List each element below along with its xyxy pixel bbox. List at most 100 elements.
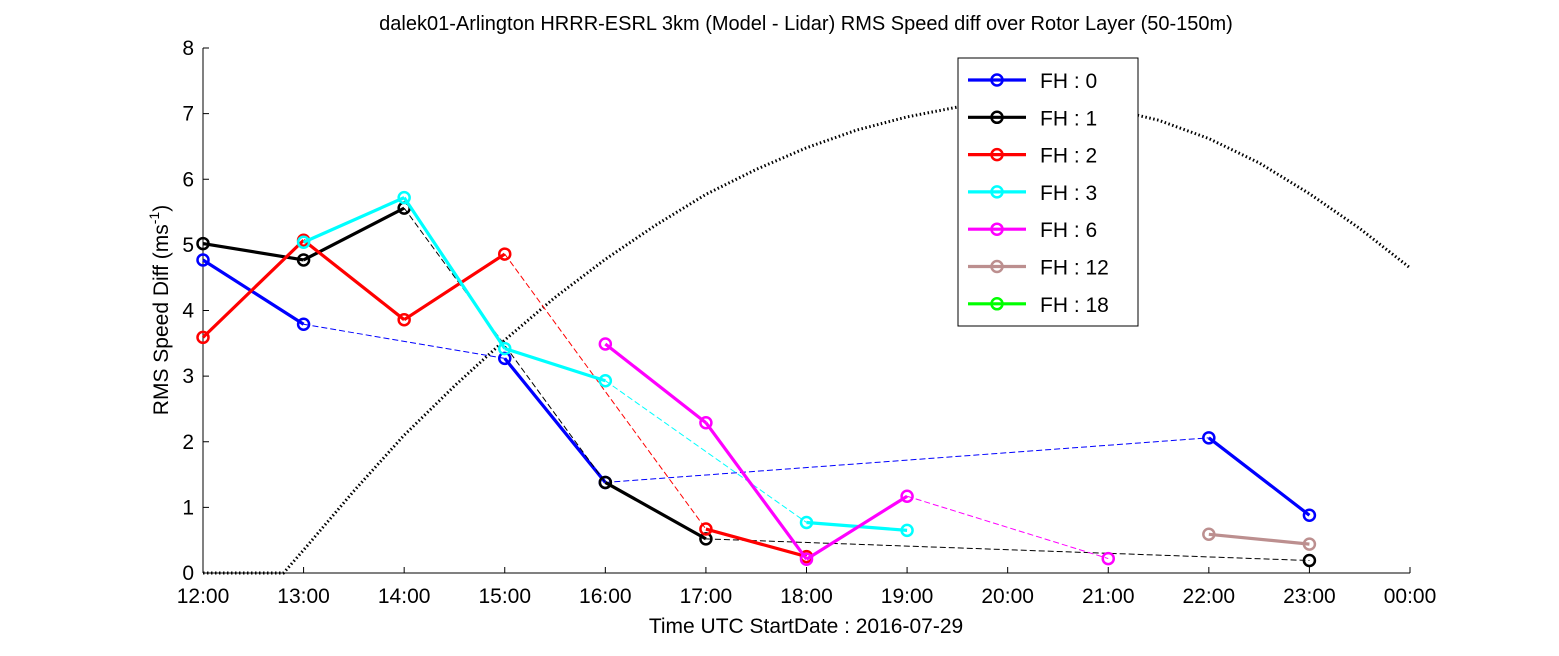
y-ticks: 0 1 2 3 4 5 6 7 8 [182,37,209,585]
series-marker [598,373,613,388]
series-gap-line [605,380,807,523]
x-tick-label: 18:00 [780,585,833,608]
series-line [302,206,405,262]
series-line [705,527,807,559]
series-marker [196,253,210,267]
y-tick-label: 8 [182,37,194,60]
series-marker [196,236,210,251]
series-marker [1302,537,1317,551]
legend-swatch-marker [990,259,1004,274]
series-line [201,239,305,339]
legend: FH : 0 FH : 1 FH : 2 FH : 3 FH : 6 FH : 12 FH … [957,57,1139,327]
legend-item: FH : 12 [968,257,1109,280]
legend-label: FH : 2 [1040,145,1097,168]
series-gap-line [303,323,505,359]
series-marker [1101,551,1115,566]
series-marker [799,515,814,530]
plot-area [203,48,1410,573]
legend-swatch-marker [990,185,1004,199]
legend-label: FH : 3 [1040,182,1097,205]
legend-swatch-marker [990,73,1004,87]
series-marker [196,330,210,345]
series-line [302,239,406,321]
y-axis-label-close: ) [150,205,173,212]
series-gap-line [504,253,707,530]
y-tick-label: 0 [182,562,194,585]
legend-item: FH : 3 [968,182,1097,205]
series-line [503,357,607,484]
series-5 [1202,527,1317,551]
x-tick-label: 20:00 [981,585,1034,608]
series-marker [397,190,411,205]
series-layer [196,100,1411,575]
y-tick-label: 4 [182,300,194,323]
y-tick-label: 2 [182,431,194,454]
series-line [202,258,305,326]
series-line [1208,532,1310,546]
series-gap-line [906,495,1109,560]
series-line [805,494,908,561]
chart-title: dalek01-Arlington HRRR-ESRL 3km (Model -… [379,13,1233,35]
series-3 [296,190,914,538]
series-marker [699,415,713,430]
y-tick-label: 1 [182,496,194,519]
series-marker [296,235,311,249]
x-tick-label: 17:00 [680,585,733,608]
series-line [302,196,405,244]
series-4 [598,337,1115,566]
y-axis-label: RMS Speed Diff (ms-1) [146,205,173,415]
x-tick-label: 16:00 [579,585,632,608]
x-tick-label: 23:00 [1283,585,1336,608]
y-tick-label: 3 [182,365,194,388]
series-marker [1202,527,1216,542]
legend-item: FH : 0 [968,70,1097,93]
series-line [1207,436,1311,517]
x-tick-label: 15:00 [478,585,531,608]
legend-label: FH : 6 [1040,219,1097,242]
x-tick-label: 00:00 [1384,585,1437,608]
x-axis-label: Time UTC StartDate : 2016-07-29 [649,615,963,638]
series-marker [397,312,411,327]
legend-items: FH : 0 FH : 1 FH : 2 FH : 3 FH : 6 FH : 12 FH … [968,70,1109,317]
series-line [604,342,707,424]
legend-item: FH : 2 [968,145,1097,168]
x-tick-label: 14:00 [378,585,431,608]
x-tick-label: 21:00 [1082,585,1135,608]
legend-swatch-marker [990,222,1004,236]
series-line [402,196,507,350]
legend-swatch-marker [990,297,1004,311]
series-marker [1302,553,1317,568]
legend-swatch-marker [990,110,1004,125]
series-marker [296,253,311,267]
y-axis-label-main: RMS Speed Diff (ms [150,224,173,415]
series-marker [598,337,613,351]
y-tick-label: 7 [182,103,194,126]
legend-swatch-marker [990,147,1004,162]
series-marker [900,523,914,538]
series-marker [900,489,914,503]
series-0 [196,253,1317,522]
x-tick-label: 12:00 [177,585,230,608]
legend-label: FH : 0 [1040,70,1097,93]
x-ticks: 12:00 13:00 14:00 15:00 16:00 17:00 18:00 19:00… [177,567,1437,608]
x-tick-label: 22:00 [1183,585,1236,608]
series-line [704,421,808,561]
series-2 [196,233,814,564]
series-gap-line [403,207,606,483]
legend-item: FH : 1 [968,107,1097,130]
legend-item: FH : 18 [968,294,1109,317]
series-gap-line [605,437,1209,483]
series-gap-line [705,538,1310,562]
legend-item: FH : 6 [968,219,1097,242]
legend-label: FH : 12 [1040,257,1109,280]
y-tick-label: 5 [182,234,194,257]
series-line [604,481,707,541]
series-marker [1202,431,1216,445]
y-tick-label: 6 [182,168,194,191]
series-marker [699,522,713,536]
y-axis-label-superscript: -1 [146,212,162,225]
x-tick-label: 19:00 [881,585,934,608]
series-line [504,347,606,383]
series-marker [296,317,311,332]
